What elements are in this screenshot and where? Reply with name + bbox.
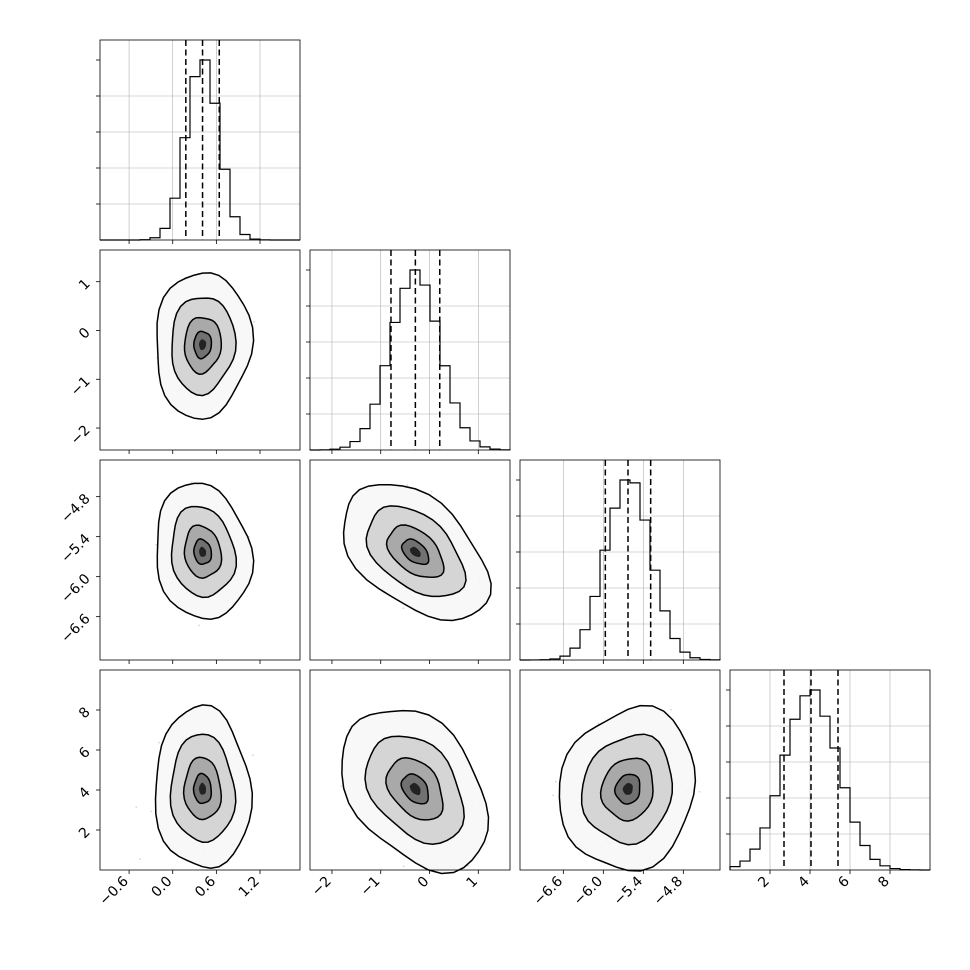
sample-point <box>340 785 343 787</box>
contour-line <box>154 704 254 869</box>
contour-line <box>385 524 445 578</box>
x-tick-label: −6.6 <box>531 873 566 908</box>
density-level <box>622 783 633 795</box>
contour-line <box>156 482 255 620</box>
contour-line <box>558 704 697 872</box>
y-tick-label: −2 <box>68 422 94 448</box>
sample-point <box>158 741 161 744</box>
density-level <box>199 782 206 795</box>
contour-line <box>169 733 237 843</box>
contour-line <box>400 773 429 805</box>
sample-point <box>190 481 193 483</box>
contour-line <box>385 757 444 821</box>
x-tick-label: 1.2 <box>236 874 263 901</box>
panel-frame <box>309 459 511 661</box>
histogram <box>100 59 300 241</box>
contour-line <box>183 316 223 375</box>
x-tick-label: 4 <box>795 873 813 891</box>
contour-line <box>183 524 223 579</box>
sample-point <box>698 790 701 793</box>
y-tick-label: −6.6 <box>58 611 93 646</box>
contour-line <box>182 756 223 821</box>
sample-point <box>198 624 201 627</box>
sample-point <box>555 780 557 783</box>
panel-frame <box>519 669 721 871</box>
contour-line <box>156 272 255 421</box>
contour-line <box>342 483 492 622</box>
histogram <box>729 689 931 871</box>
y-tick-label: −6.0 <box>58 571 93 606</box>
y-tick-label: 4 <box>76 784 94 802</box>
panel-frame <box>99 459 301 661</box>
x-tick-label: −0.6 <box>97 873 132 908</box>
y-tick-label: −4.8 <box>58 491 93 526</box>
contour-line <box>613 773 641 805</box>
contour-line <box>400 538 430 566</box>
panel-frame <box>519 459 721 661</box>
histogram <box>309 269 511 451</box>
sample-point <box>402 865 405 868</box>
x-tick-label: 0 <box>415 874 433 892</box>
panel-frame <box>99 39 301 241</box>
y-tick-label: 2 <box>76 824 94 842</box>
contour-line <box>365 505 467 598</box>
x-tick-label: −6.0 <box>571 874 606 909</box>
x-tick-label: 2 <box>755 874 773 892</box>
x-tick-label: −4.8 <box>651 874 686 909</box>
x-tick-label: 1 <box>463 874 481 892</box>
sample-point <box>253 320 256 323</box>
contour-line <box>341 709 490 875</box>
y-tick-label: 6 <box>76 744 94 762</box>
sample-point <box>597 722 600 725</box>
histogram <box>519 479 721 661</box>
panel-frame <box>309 669 511 871</box>
contour-line <box>192 772 213 805</box>
panel-frame <box>309 249 511 451</box>
sample-point <box>135 806 138 808</box>
sample-point <box>139 858 141 861</box>
sample-point <box>552 794 554 797</box>
panel-frame <box>99 249 301 451</box>
contour-line <box>193 538 213 566</box>
density-level <box>409 546 421 558</box>
density-level <box>199 546 207 557</box>
x-tick-label: −2 <box>309 874 335 900</box>
y-tick-label: 8 <box>76 704 94 722</box>
contour-line <box>170 505 238 599</box>
contour-line <box>580 733 674 846</box>
sample-point <box>150 810 153 813</box>
panel-frame <box>99 669 301 871</box>
density-level <box>409 782 421 796</box>
x-tick-label: −5.4 <box>611 873 646 908</box>
density-level <box>199 339 207 351</box>
x-tick-label: −1 <box>358 874 384 900</box>
x-tick-label: 6 <box>835 873 853 891</box>
y-tick-label: 1 <box>76 276 94 294</box>
sample-point <box>406 484 409 486</box>
y-tick-label: 0 <box>76 325 94 343</box>
y-tick-label: −5.4 <box>58 531 93 566</box>
x-tick-label: 0.0 <box>148 874 175 901</box>
sample-point <box>670 708 672 711</box>
sample-point <box>430 490 433 493</box>
sample-point <box>467 864 469 867</box>
contour-line <box>599 757 654 822</box>
sample-point <box>155 543 158 546</box>
y-tick-label: −1 <box>68 374 94 400</box>
sample-point <box>402 607 405 610</box>
panel-frame <box>729 669 931 871</box>
contour-line <box>193 330 213 360</box>
sample-point <box>252 754 254 757</box>
contour-line <box>364 735 465 846</box>
x-tick-label: 8 <box>875 874 893 892</box>
contour-line <box>171 297 237 397</box>
x-tick-label: 0.6 <box>192 873 219 900</box>
